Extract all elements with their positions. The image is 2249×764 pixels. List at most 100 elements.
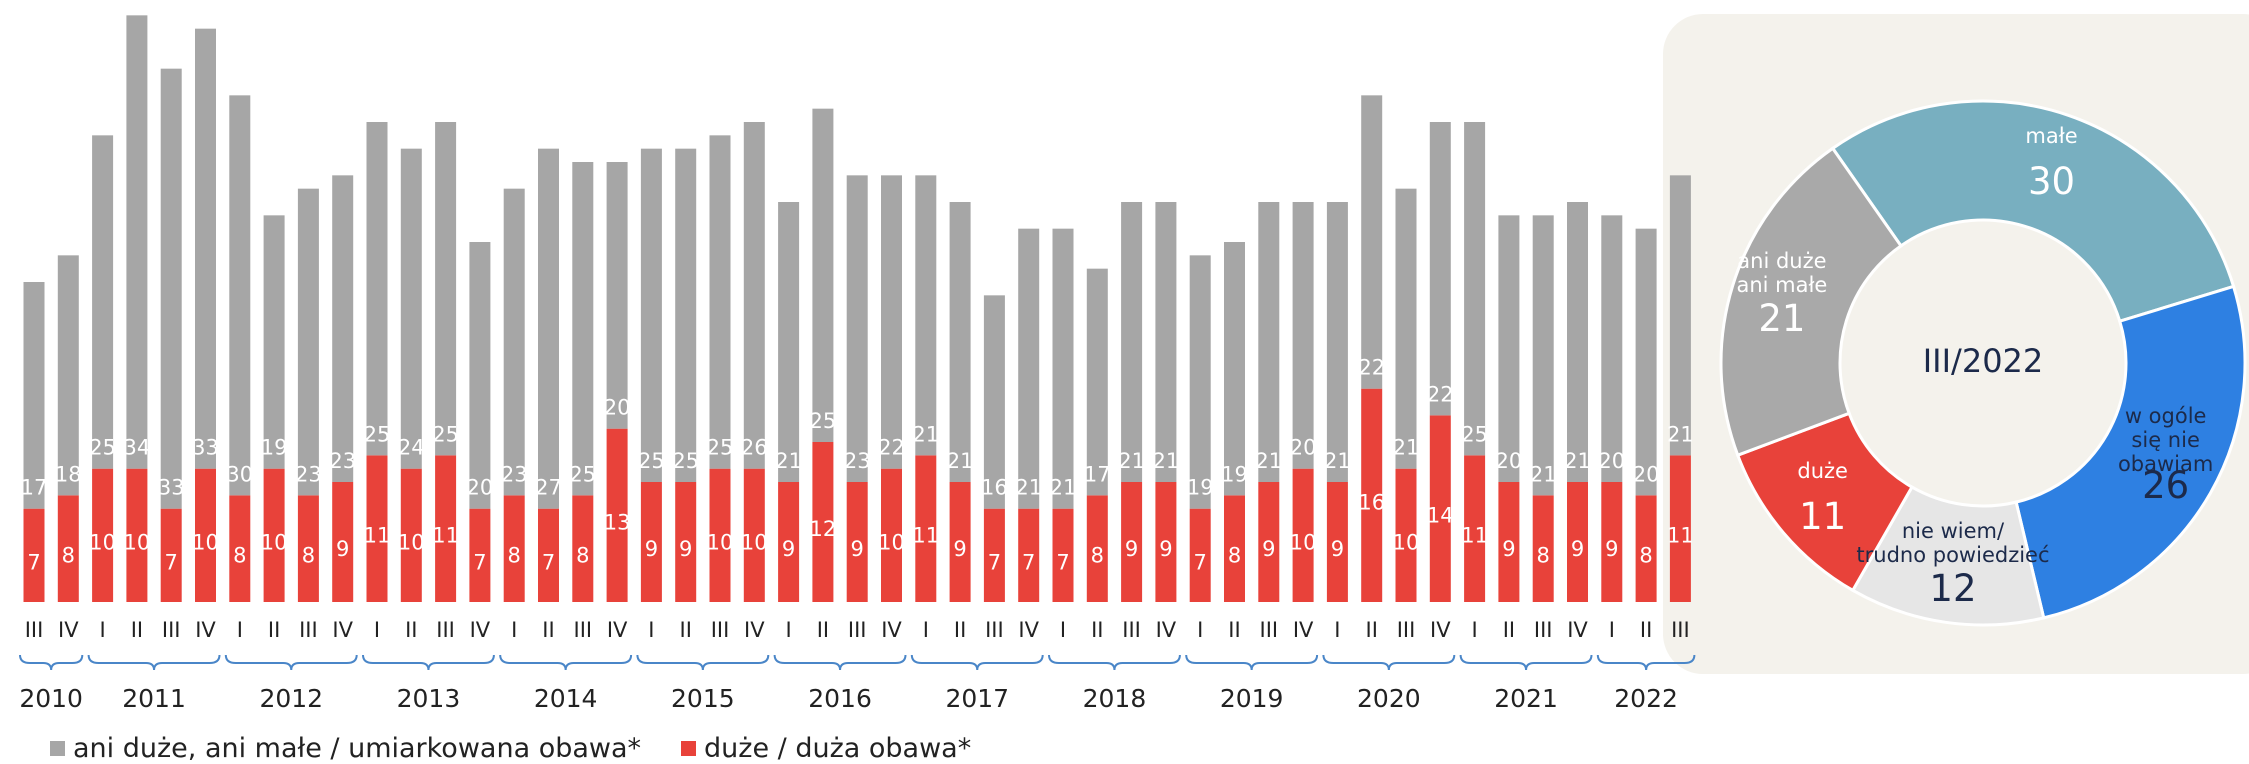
data-label: 21 [1393,436,1420,460]
x-tick-label: II [1228,618,1240,642]
data-label: 25 [1461,422,1488,446]
data-label: 12 [810,517,837,541]
bar-segment [1086,268,1108,496]
x-tick-label: I [1197,618,1203,642]
data-label: 16 [981,476,1008,500]
data-label: 8 [233,544,246,568]
x-tick-label: IV [607,618,628,642]
year-brace [19,654,84,671]
year-brace [224,654,358,671]
bar-segment [469,508,491,602]
bar-segment [1326,482,1348,602]
x-tick-label: I [648,618,654,642]
x-tick-label: IV [470,618,491,642]
bar-segment [606,162,628,429]
bar-segment [23,508,45,602]
data-label: 21 [912,422,939,446]
data-label: 20 [604,396,631,420]
x-tick-label: IV [1293,618,1314,642]
legend-swatch [50,741,65,756]
legend-label: duże / duża obawa* [704,733,972,764]
data-label: 25 [638,449,665,473]
data-label: 16 [1358,490,1385,514]
bar-segment [743,468,765,602]
bar-segment [1635,228,1657,496]
bar-segment [1464,455,1486,602]
data-label: 21 [775,449,802,473]
bar-segment [1155,202,1177,482]
bar-segment [640,482,662,602]
data-label: 33 [192,436,219,460]
data-label: 7 [542,550,555,574]
bar-segment [1292,202,1314,469]
donut-segment [1830,99,2236,324]
data-label: 8 [1228,544,1241,568]
bar-segment [229,495,251,602]
segment-label: małe [2025,123,2078,148]
data-label: 22 [1427,382,1454,406]
x-tick-label: II [405,618,417,642]
bar-segment [949,202,971,482]
data-label: 7 [1056,550,1069,574]
year-label: 2017 [945,684,1009,713]
data-label: 21 [1050,476,1077,500]
x-tick-label: III [1260,618,1279,642]
x-tick-label: I [785,618,791,642]
year-brace [773,654,907,671]
bar-segment [812,442,834,602]
bar-segment [1258,202,1280,482]
bar-segment [366,122,388,456]
x-tick-label: IV [1430,618,1451,642]
data-label: 9 [1125,537,1138,561]
data-label: 34 [124,436,151,460]
bar-segment [538,508,559,602]
year-label: 2019 [1220,684,1284,713]
legend: ani duże, ani małe / umiarkowana obawa* d… [50,733,971,764]
data-label: 10 [741,530,768,554]
x-tick-label: II [268,618,280,642]
legend-swatch [681,741,697,756]
bar-segment [23,282,45,509]
x-tick-label: II [131,618,143,642]
data-label: 21 [1530,462,1557,486]
segment-label: duże [1797,459,1848,484]
data-label: 9 [645,537,658,561]
data-label: 23 [501,462,528,486]
x-tick-label: III [1534,618,1553,642]
data-label: 7 [988,550,1001,574]
data-label: 20 [1633,462,1660,486]
bar-segment [1669,455,1691,602]
data-label: 17 [21,476,48,500]
bar-segment [572,162,594,496]
bar-segment [1601,215,1623,483]
x-tick-label: III [1671,618,1690,642]
data-label: 8 [508,544,521,568]
data-label: 7 [1194,550,1207,574]
bar-segment [57,255,79,496]
bar-segment [160,508,182,602]
bar-segment [1189,255,1211,509]
data-label: 10 [878,530,905,554]
x-tick-label: III [1122,618,1141,642]
data-label: 20 [1598,449,1625,473]
x-tick-label: III [299,618,318,642]
data-label: 10 [192,530,219,554]
segment-value: 26 [2142,463,2190,507]
data-label: 10 [1393,530,1420,554]
data-label: 10 [124,530,151,554]
x-tick-label: I [374,618,380,642]
bar-segment [778,482,800,602]
bar-segment [881,468,902,602]
year-label: 2016 [808,684,872,713]
data-label: 23 [295,462,322,486]
year-label: 2021 [1494,684,1558,713]
data-label: 21 [1015,476,1042,500]
data-label: 27 [535,476,562,500]
year-brace [1596,654,1696,671]
bar-segment [1121,202,1143,482]
bar-segment [195,28,216,469]
data-label: 21 [1118,449,1145,473]
bar-segment [1429,415,1451,602]
x-tick-label: IV [58,618,79,642]
